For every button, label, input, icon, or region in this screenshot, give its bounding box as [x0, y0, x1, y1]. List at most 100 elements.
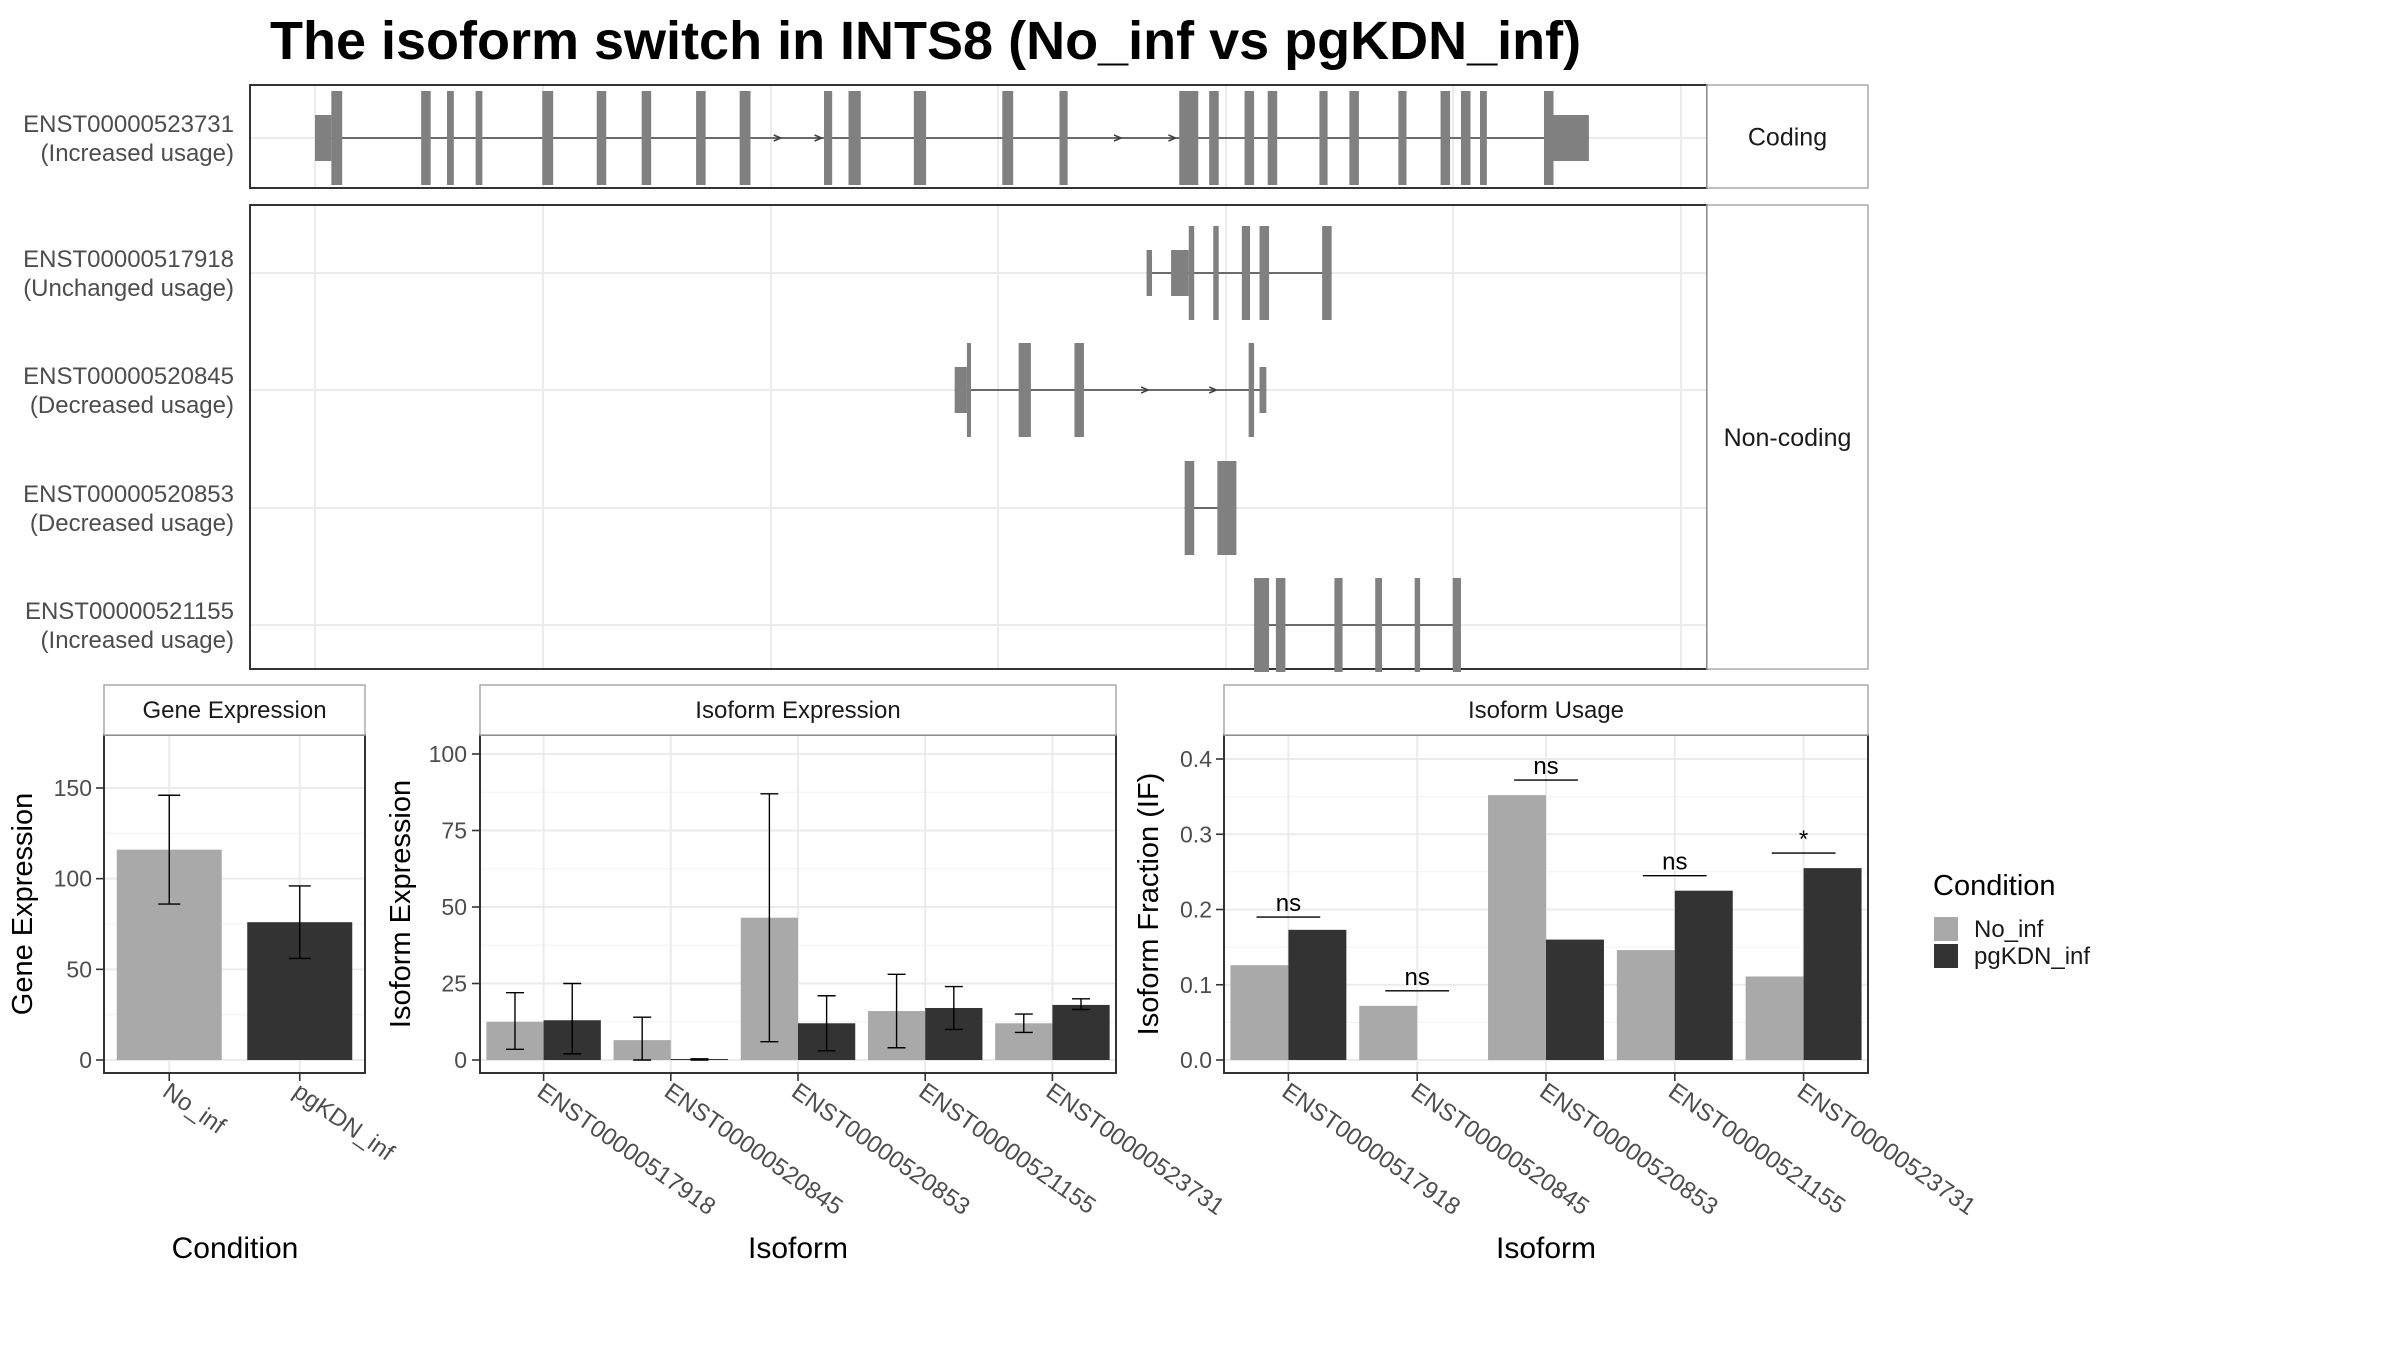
exon-block — [542, 91, 554, 185]
bar-No_inf-ENST00000523731 — [1745, 976, 1804, 1060]
exon-block — [824, 91, 833, 185]
exon-block — [1018, 343, 1031, 437]
strand-arrow — [814, 134, 824, 142]
x-tick-label: No_inf — [158, 1078, 231, 1140]
y-tick-label: 100 — [54, 866, 92, 892]
exon-block — [1322, 226, 1332, 320]
strand-arrow — [1140, 386, 1151, 394]
y-tick-label: 50 — [441, 894, 467, 920]
significance-label: ns — [1276, 890, 1301, 917]
exon-block — [1267, 91, 1278, 185]
x-tick-label: pgKDN_inf — [288, 1078, 399, 1167]
chart-strip — [479, 684, 1117, 736]
exon-block — [1319, 91, 1328, 185]
y-tick-label: 25 — [441, 971, 467, 997]
significance-label: * — [1799, 826, 1808, 853]
legend-label: No_inf — [1974, 916, 2044, 943]
exon-block — [1275, 578, 1286, 672]
exon-block — [475, 91, 483, 185]
exon-block — [331, 91, 343, 185]
exon-block — [447, 91, 454, 185]
transcript-id-label: ENST00000521155 — [25, 598, 234, 625]
utr-block — [1146, 250, 1153, 296]
bar-pgKDN_inf-ENST00000521155 — [1674, 890, 1733, 1060]
y-tick-label: 50 — [66, 956, 92, 982]
y-tick-label: 150 — [54, 775, 92, 801]
utr-block — [954, 367, 967, 413]
bar-pgKDN_inf-ENST00000520853 — [1546, 939, 1604, 1060]
bar-No_inf-ENST00000520845 — [1359, 1005, 1418, 1060]
exon-block — [1244, 91, 1255, 185]
strand-arrow — [1113, 134, 1123, 142]
y-axis-title: Isoform Expression — [385, 780, 417, 1028]
bar-No_inf-ENST00000521155 — [1616, 950, 1675, 1060]
transcript-id-label: ENST00000523731 — [23, 111, 234, 138]
exon-block — [1059, 91, 1068, 185]
exon-block — [1188, 226, 1195, 320]
exon-block — [1259, 226, 1270, 320]
transcript-usage-label: (Increased usage) — [41, 140, 234, 167]
y-tick-label: 0.2 — [1180, 897, 1212, 923]
exon-block — [1398, 91, 1407, 185]
x-axis-title: Isoform — [748, 1232, 848, 1265]
chart-strip — [1223, 684, 1869, 736]
significance-label: ns — [1533, 753, 1558, 780]
structure-strip — [1706, 84, 1869, 189]
exon-block — [1074, 343, 1084, 437]
exon-block — [1543, 91, 1554, 185]
exon-block — [1460, 91, 1471, 185]
exon-block — [1480, 91, 1487, 185]
structure-panel-bg — [250, 85, 1707, 188]
transcript-usage-label: (Decreased usage) — [30, 392, 234, 419]
chart-strip-title: Gene Expression — [142, 697, 326, 724]
exon-block — [641, 91, 652, 185]
exon-block — [1002, 91, 1014, 185]
strand-arrow — [773, 134, 783, 142]
exon-block — [1414, 578, 1421, 672]
exon-block — [596, 91, 607, 185]
exon-block — [421, 91, 431, 185]
legend-swatch-pgKDN_inf — [1934, 944, 1958, 968]
exon-block — [1375, 578, 1383, 672]
significance-label: ns — [1405, 964, 1430, 991]
structure-strip-label: Coding — [1748, 124, 1827, 152]
bar-pgKDN_inf-ENST00000517918 — [1288, 929, 1347, 1060]
y-axis-title: Isoform Fraction (IF) — [1133, 773, 1165, 1036]
y-tick-label: 0.1 — [1180, 972, 1212, 998]
structure-strip — [1706, 204, 1869, 670]
bar-pgKDN_inf-ENST00000523731 — [1052, 1004, 1110, 1060]
transcript-usage-label: (Unchanged usage) — [23, 275, 234, 302]
exon-block — [1184, 461, 1195, 555]
transcript-id-label: ENST00000520853 — [23, 481, 234, 508]
exon-block — [913, 91, 927, 185]
y-tick-label: 0 — [454, 1047, 467, 1073]
legend-swatch-No_inf — [1934, 917, 1958, 941]
bar-No_inf-ENST00000517918 — [1230, 965, 1289, 1060]
utr-block — [315, 115, 332, 161]
strand-arrow — [1208, 386, 1219, 394]
exon-block — [1217, 461, 1237, 555]
exon-block — [1254, 578, 1270, 672]
y-tick-label: 100 — [429, 741, 467, 767]
y-tick-label: 0 — [79, 1047, 92, 1073]
exon-block — [1334, 578, 1343, 672]
exon-block — [696, 91, 706, 185]
significance-label: ns — [1662, 849, 1687, 876]
exon-block — [1349, 91, 1359, 185]
legend-label: pgKDN_inf — [1974, 943, 2090, 970]
transcript-usage-label: (Increased usage) — [41, 627, 234, 654]
transcript-usage-label: (Decreased usage) — [30, 510, 234, 537]
chart-strip-title: Isoform Usage — [1468, 697, 1624, 724]
exon-block — [739, 91, 751, 185]
chart-strip-title: Isoform Expression — [695, 697, 900, 724]
exon-block — [1452, 578, 1461, 672]
transcript-id-label: ENST00000517918 — [23, 246, 234, 273]
structure-panel-bg — [250, 205, 1707, 669]
exon-block — [1440, 91, 1451, 185]
utr-block — [1259, 367, 1267, 413]
utr-block — [1171, 250, 1189, 296]
exon-block — [966, 343, 972, 437]
y-tick-label: 75 — [441, 818, 467, 844]
chart-strip — [103, 684, 366, 736]
